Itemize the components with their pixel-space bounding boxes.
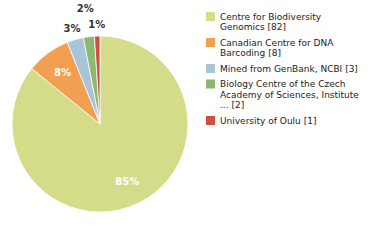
- pie-slice: [94, 36, 100, 124]
- legend-swatch: [206, 64, 215, 73]
- data-label: 3%: [63, 23, 80, 34]
- legend-label: Centre for BiodiversityGenomics [82]: [220, 12, 322, 33]
- data-label: 85%: [115, 176, 139, 187]
- slices: [12, 36, 188, 212]
- data-labels: 85% 8% 3% 2% 1%: [54, 3, 139, 186]
- legend-label: Mined from GenBank, NCBI [3]: [220, 64, 358, 74]
- data-label: 1%: [88, 19, 105, 30]
- legend-label: Canadian Centre for DNABarcoding [8]: [220, 38, 334, 59]
- legend-label: University of Oulu [1]: [220, 116, 316, 126]
- pie-slice: [83, 36, 100, 124]
- chart-container: 85% 8% 3% 2% 1% Centre for BiodiversityGenomi…: [0, 0, 380, 240]
- legend-swatch: [206, 116, 215, 125]
- data-label: 2%: [77, 3, 94, 14]
- pie-chart: 85% 8% 3% 2% 1% Centre for BiodiversityGenomi…: [0, 0, 380, 240]
- pie-slice: [12, 36, 188, 212]
- legend-swatch: [206, 80, 215, 89]
- legend-swatch: [206, 12, 215, 21]
- legend-label: Biology Centre of the CzechAcademy of Sc…: [220, 79, 359, 110]
- legend-swatch: [206, 38, 215, 47]
- legend: Centre for BiodiversityGenomics [82] Cana…: [206, 12, 359, 126]
- data-label: 8%: [54, 67, 71, 78]
